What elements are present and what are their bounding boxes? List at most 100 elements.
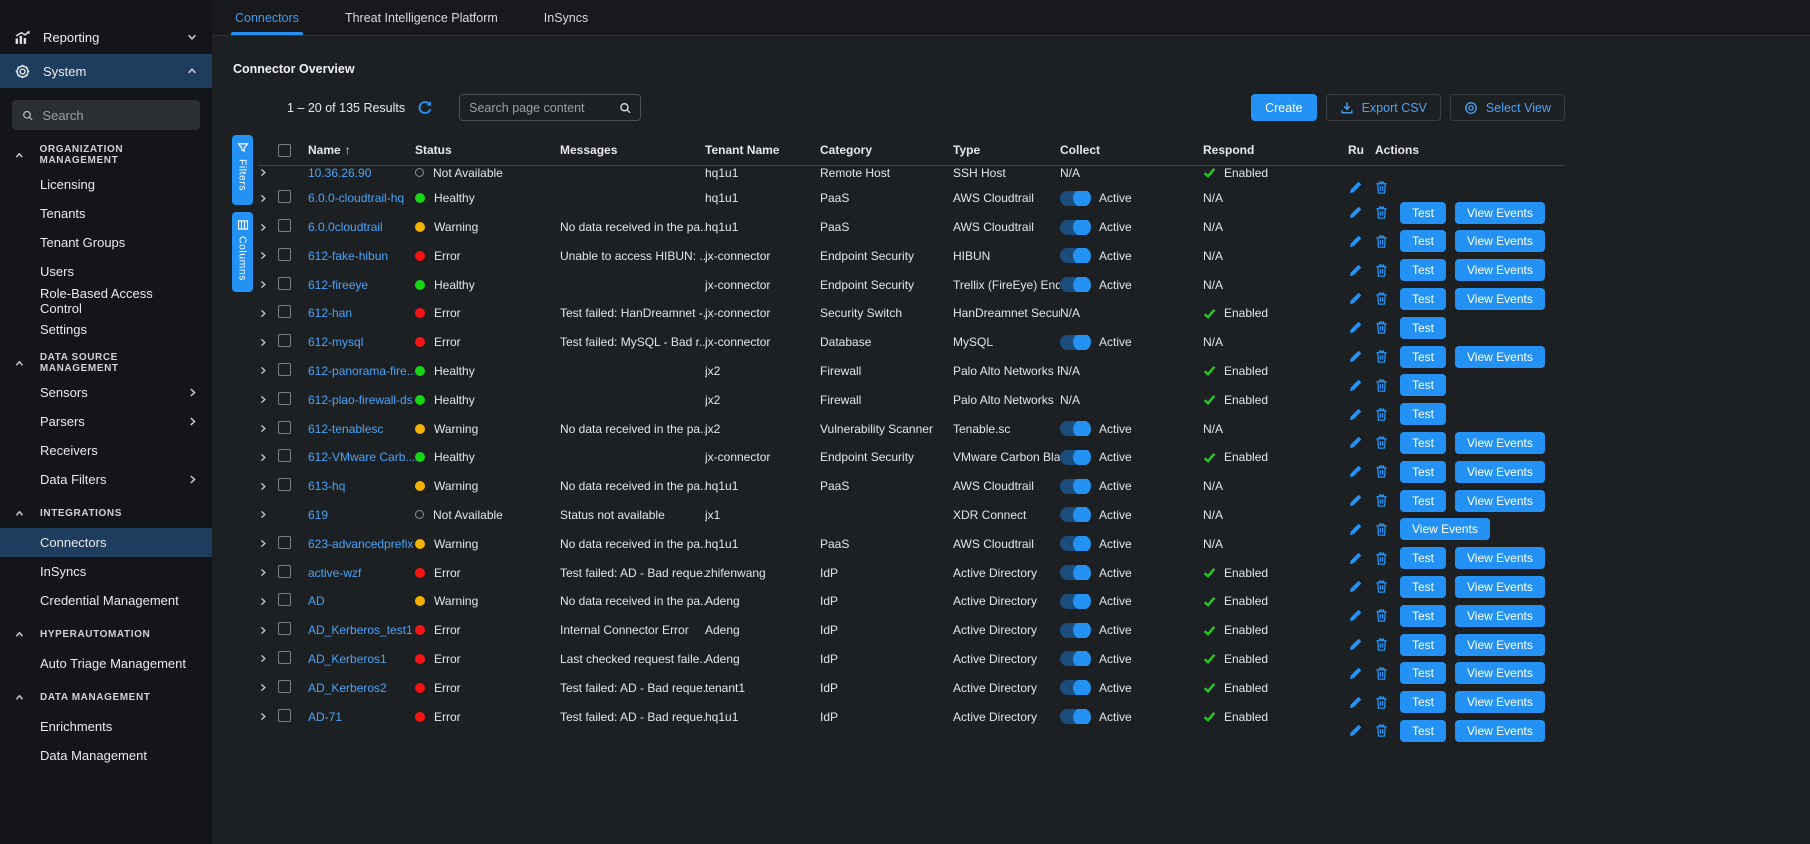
test-button[interactable]: Test xyxy=(1400,316,1447,339)
sidebar-item-licensing[interactable]: Licensing xyxy=(40,177,95,192)
row-expand-chevron[interactable] xyxy=(258,167,278,178)
test-button[interactable]: Test xyxy=(1400,431,1447,454)
connector-name-link[interactable]: 612-panorama-fire... xyxy=(308,363,415,378)
edit-pencil-icon[interactable] xyxy=(1348,723,1363,738)
row-expand-chevron[interactable] xyxy=(258,250,278,261)
sidebar-top-item-reporting[interactable]: Reporting xyxy=(0,20,212,54)
test-button[interactable]: Test xyxy=(1400,345,1447,368)
delete-trash-icon[interactable] xyxy=(1374,180,1389,195)
header-status[interactable]: Status xyxy=(415,143,452,157)
row-checkbox[interactable] xyxy=(278,564,291,578)
row-expand-chevron[interactable] xyxy=(258,567,278,578)
delete-trash-icon[interactable] xyxy=(1374,291,1389,306)
row-checkbox[interactable] xyxy=(278,391,291,405)
sidebar-item-auto-triage-management[interactable]: Auto Triage Management xyxy=(40,656,186,671)
edit-pencil-icon[interactable] xyxy=(1348,435,1363,450)
sidebar-item-data-filters[interactable]: Data Filters xyxy=(0,465,212,494)
connector-name-link[interactable]: active-wzf xyxy=(308,565,362,580)
row-checkbox[interactable] xyxy=(278,535,291,549)
delete-trash-icon[interactable] xyxy=(1374,723,1389,738)
collect-toggle[interactable] xyxy=(1060,680,1091,696)
header-respond[interactable]: Respond xyxy=(1203,143,1255,157)
sidebar-search[interactable] xyxy=(12,100,200,130)
edit-pencil-icon[interactable] xyxy=(1348,522,1363,537)
sidebar-item-credential-management[interactable]: Credential Management xyxy=(40,593,179,608)
sidebar-section-header[interactable]: DATA MANAGEMENT xyxy=(0,682,212,712)
delete-trash-icon[interactable] xyxy=(1374,205,1389,220)
edit-pencil-icon[interactable] xyxy=(1348,493,1363,508)
sidebar-item-enrichments[interactable]: Enrichments xyxy=(40,719,113,734)
edit-pencil-icon[interactable] xyxy=(1348,291,1363,306)
export-csv-button[interactable]: Export CSV xyxy=(1325,94,1441,121)
collect-toggle[interactable] xyxy=(1060,190,1091,206)
connector-name-link[interactable]: AD_Kerberos2 xyxy=(308,680,387,695)
delete-trash-icon[interactable] xyxy=(1374,551,1389,566)
row-checkbox[interactable] xyxy=(278,362,291,376)
row-expand-chevron[interactable] xyxy=(258,538,278,549)
edit-pencil-icon[interactable] xyxy=(1348,263,1363,278)
view-events-button[interactable]: View Events xyxy=(1455,547,1545,570)
header-tenant-name[interactable]: Tenant Name xyxy=(705,143,780,157)
connector-name-link[interactable]: 612-tenablesc xyxy=(308,421,384,436)
sidebar-section-header[interactable]: INTEGRATIONS xyxy=(0,498,212,528)
test-button[interactable]: Test xyxy=(1400,460,1447,483)
row-expand-chevron[interactable] xyxy=(258,279,278,290)
view-events-button[interactable]: View Events xyxy=(1455,719,1545,742)
test-button[interactable]: Test xyxy=(1400,719,1447,742)
delete-trash-icon[interactable] xyxy=(1374,522,1389,537)
tab-threat-intelligence-platform[interactable]: Threat Intelligence Platform xyxy=(344,10,498,25)
row-expand-chevron[interactable] xyxy=(258,394,278,405)
row-expand-chevron[interactable] xyxy=(258,481,278,492)
connector-name-link[interactable]: 619 xyxy=(308,507,329,522)
collect-toggle[interactable] xyxy=(1060,219,1091,235)
connector-name-link[interactable]: 612-mysql xyxy=(308,335,364,350)
edit-pencil-icon[interactable] xyxy=(1348,666,1363,681)
collect-toggle[interactable] xyxy=(1060,334,1091,350)
tab-insyncs[interactable]: InSyncs xyxy=(543,10,589,25)
connector-name-link[interactable]: 612-plao-firewall-ds xyxy=(308,392,413,407)
row-checkbox[interactable] xyxy=(278,679,291,693)
edit-pencil-icon[interactable] xyxy=(1348,234,1363,249)
edit-pencil-icon[interactable] xyxy=(1348,464,1363,479)
row-expand-chevron[interactable] xyxy=(258,653,278,664)
row-checkbox[interactable] xyxy=(278,219,291,232)
delete-trash-icon[interactable] xyxy=(1374,579,1389,594)
collect-toggle[interactable] xyxy=(1060,248,1091,264)
row-expand-chevron[interactable] xyxy=(258,365,278,376)
row-expand-chevron[interactable] xyxy=(258,193,278,204)
collect-toggle[interactable] xyxy=(1060,709,1091,725)
select-all-checkbox[interactable] xyxy=(278,143,291,157)
sidebar-item-role-based-access-control[interactable]: Role-Based Access Control xyxy=(40,285,153,316)
row-expand-chevron[interactable] xyxy=(258,682,278,693)
delete-trash-icon[interactable] xyxy=(1374,637,1389,652)
header-name[interactable]: Name ↑ xyxy=(308,143,351,157)
select-view-button[interactable]: Select View xyxy=(1449,94,1565,121)
delete-trash-icon[interactable] xyxy=(1374,349,1389,364)
test-button[interactable]: Test xyxy=(1400,230,1447,253)
edit-pencil-icon[interactable] xyxy=(1348,637,1363,652)
delete-trash-icon[interactable] xyxy=(1374,407,1389,422)
row-checkbox[interactable] xyxy=(278,276,291,290)
sidebar-item-settings[interactable]: Settings xyxy=(40,322,87,337)
view-events-button[interactable]: View Events xyxy=(1455,259,1545,282)
connector-name-link[interactable]: AD xyxy=(308,594,325,609)
edit-pencil-icon[interactable] xyxy=(1348,320,1363,335)
row-checkbox[interactable] xyxy=(278,190,291,204)
view-events-button[interactable]: View Events xyxy=(1455,287,1545,310)
row-checkbox[interactable] xyxy=(278,449,291,463)
sidebar-top-item-system[interactable]: System xyxy=(0,54,212,88)
sidebar-section-header[interactable]: HYPERAUTOMATION xyxy=(0,619,212,649)
test-button[interactable]: Test xyxy=(1400,201,1447,224)
test-button[interactable]: Test xyxy=(1400,403,1447,426)
row-checkbox[interactable] xyxy=(278,420,291,434)
collect-toggle[interactable] xyxy=(1060,421,1091,437)
collect-toggle[interactable] xyxy=(1060,478,1091,494)
collect-toggle[interactable] xyxy=(1060,622,1091,638)
collect-toggle[interactable] xyxy=(1060,651,1091,667)
view-events-button[interactable]: View Events xyxy=(1455,230,1545,253)
view-events-button[interactable]: View Events xyxy=(1455,662,1545,685)
connector-name-link[interactable]: 612-han xyxy=(308,306,353,321)
connector-name-link[interactable]: 612-fake-hibun xyxy=(308,248,389,263)
view-events-button[interactable]: View Events xyxy=(1455,691,1545,714)
sidebar-item-tenants[interactable]: Tenants xyxy=(40,206,86,221)
